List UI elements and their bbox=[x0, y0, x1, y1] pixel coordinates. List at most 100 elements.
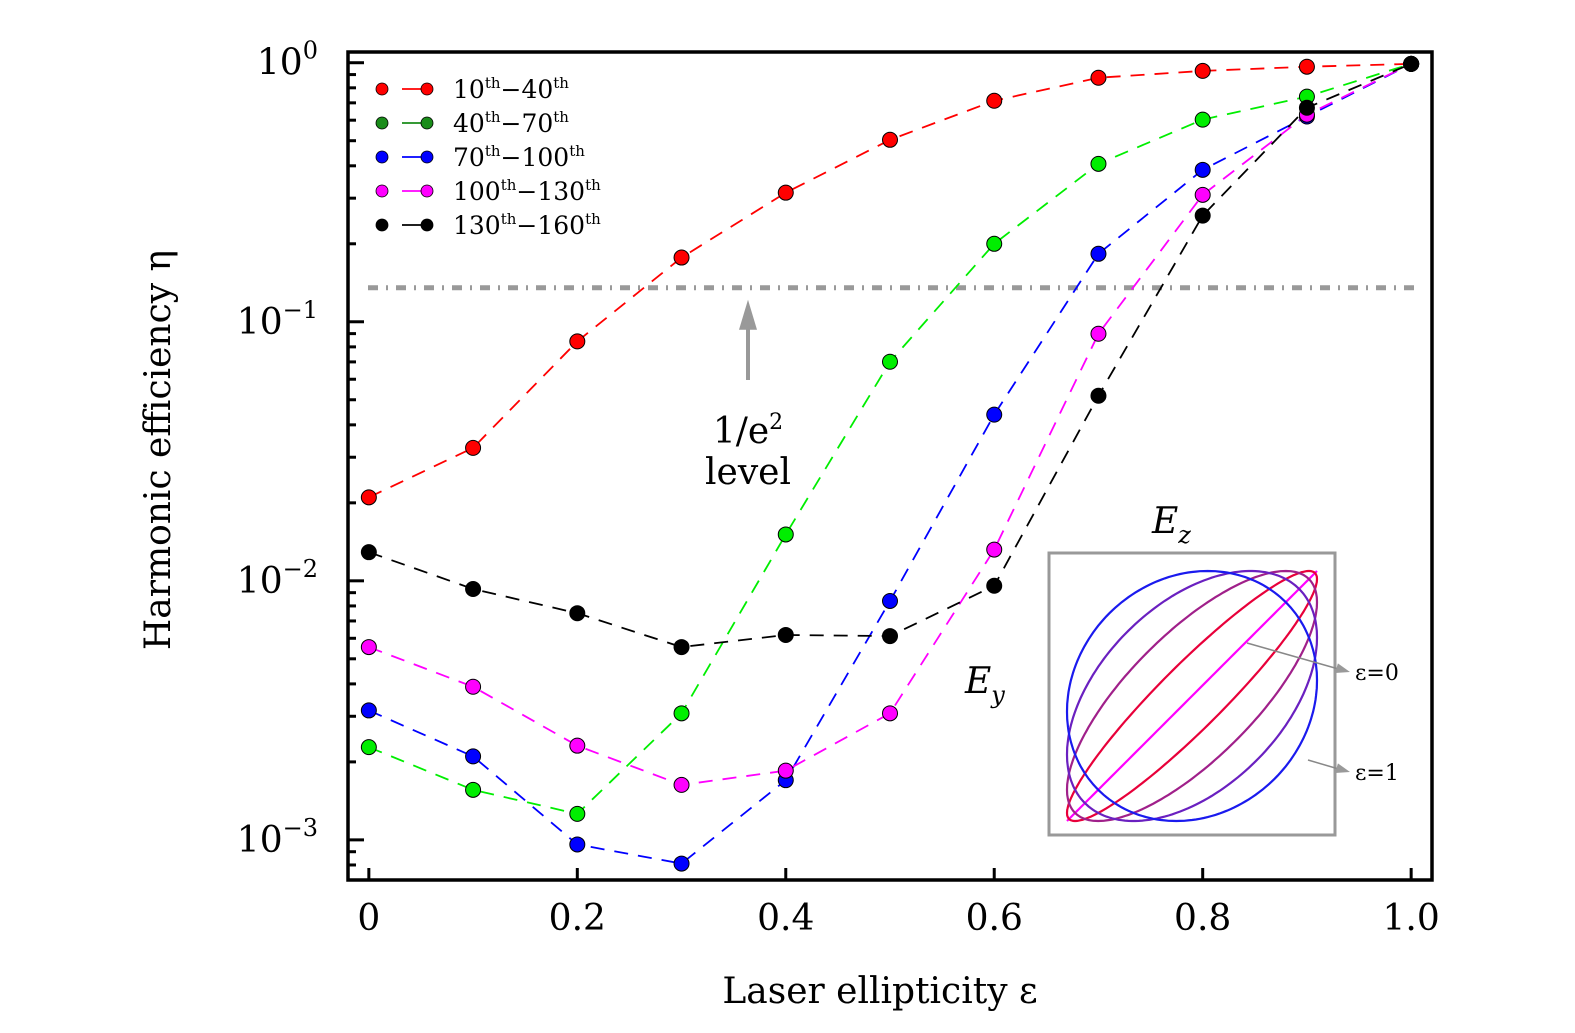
y-tick-label-base: 10 bbox=[237, 302, 283, 343]
inset-annotations: ε=0 ε=1 bbox=[1246, 642, 1399, 786]
legend-marker bbox=[375, 82, 389, 96]
legend-label: 100th−130th bbox=[453, 176, 601, 206]
data-point-series-1 bbox=[569, 805, 586, 822]
data-point-series-4 bbox=[360, 544, 377, 561]
data-point-series-4 bbox=[673, 639, 690, 656]
y-tick-label-exp: 0 bbox=[303, 37, 318, 65]
legend-label-part: 40 bbox=[453, 109, 485, 138]
legend-label-part: 70 bbox=[453, 143, 485, 172]
legend-marker bbox=[420, 116, 434, 130]
legend-label: 40th−70th bbox=[453, 108, 569, 138]
legend-marker bbox=[420, 218, 434, 232]
data-point-series-0 bbox=[673, 249, 690, 266]
data-point-series-3 bbox=[569, 737, 586, 754]
inset-annotation-label: ε=1 bbox=[1355, 761, 1399, 786]
legend-marker bbox=[375, 116, 389, 130]
legend-item: 40th−70th bbox=[375, 108, 569, 138]
legend-label: 10th−40th bbox=[453, 74, 569, 104]
inset-annotation-label: ε=0 bbox=[1355, 661, 1399, 686]
x-tick-label: 0.6 bbox=[966, 898, 1023, 939]
y-tick-label: 10−2 bbox=[237, 555, 318, 602]
x-axis-label: Laser ellipticity ε bbox=[722, 971, 1037, 1012]
reference-label-base: 1/e bbox=[713, 411, 769, 452]
data-point-series-1 bbox=[986, 235, 1003, 252]
legend-label-part: −160 bbox=[516, 211, 585, 240]
data-point-series-2 bbox=[986, 406, 1003, 423]
legend-marker bbox=[375, 218, 389, 232]
y-tick-label-base: 10 bbox=[237, 820, 283, 861]
inset-label-ey: Ey bbox=[964, 661, 1005, 709]
plot-frame bbox=[346, 50, 1434, 882]
data-point-series-2 bbox=[360, 702, 377, 719]
legend-label-part: 10 bbox=[453, 75, 485, 104]
inset-polarization-diagram: Ez Ey ε=0 ε=1 bbox=[964, 501, 1399, 837]
data-point-series-4 bbox=[1403, 55, 1420, 72]
legend-label-sup: th bbox=[485, 74, 501, 92]
data-point-series-4 bbox=[1090, 387, 1107, 404]
data-point-series-4 bbox=[986, 577, 1003, 594]
y-tick-label: 10−3 bbox=[237, 814, 318, 861]
data-point-series-0 bbox=[1194, 62, 1211, 79]
legend-marker bbox=[420, 150, 434, 164]
legend-label-part: −40 bbox=[501, 75, 554, 104]
y-tick-label: 100 bbox=[257, 37, 318, 84]
data-point-series-2 bbox=[465, 748, 482, 765]
inset-arrow-line bbox=[1307, 759, 1343, 771]
series-points bbox=[360, 55, 1420, 872]
data-point-series-0 bbox=[882, 131, 898, 148]
x-tick-label: 0 bbox=[357, 898, 380, 939]
y-tick-label-base: 10 bbox=[257, 43, 303, 84]
data-point-series-4 bbox=[1298, 99, 1315, 116]
data-point-series-3 bbox=[465, 678, 482, 695]
legend-label-part: −130 bbox=[516, 177, 585, 206]
data-point-series-2 bbox=[1194, 161, 1211, 178]
legend-label-part: 130 bbox=[453, 211, 501, 240]
data-point-series-1 bbox=[777, 526, 794, 543]
reference-label-exp: 2 bbox=[769, 410, 783, 435]
data-point-series-4 bbox=[569, 605, 586, 622]
x-axis-ticks: 0 0.2 0.4 0.6 0.8 1.0 bbox=[357, 868, 1440, 939]
legend-label-part: 100 bbox=[453, 177, 501, 206]
y-tick-label-base: 10 bbox=[237, 561, 283, 602]
data-point-series-2 bbox=[569, 836, 586, 853]
data-point-series-0 bbox=[777, 184, 794, 201]
y-tick-label: 10−1 bbox=[237, 296, 318, 343]
inset-arrow-head-icon bbox=[1335, 663, 1350, 674]
x-tick-label: 0.4 bbox=[757, 898, 814, 939]
inset-label-ez-sub: z bbox=[1177, 521, 1191, 549]
reference-label-level: level bbox=[705, 452, 791, 493]
data-point-series-1 bbox=[1090, 155, 1107, 172]
data-point-series-4 bbox=[465, 580, 482, 597]
data-point-series-1 bbox=[1194, 111, 1211, 128]
y-tick-label-exp: −3 bbox=[283, 814, 318, 842]
legend-marker bbox=[375, 150, 389, 164]
inset-curve bbox=[1065, 569, 1319, 823]
data-point-series-0 bbox=[569, 333, 586, 350]
x-tick-label: 0.8 bbox=[1174, 898, 1231, 939]
inset-label-ez: Ez bbox=[1151, 501, 1191, 549]
data-point-series-1 bbox=[882, 353, 898, 370]
data-point-series-0 bbox=[1090, 69, 1107, 86]
legend-marker bbox=[420, 82, 434, 96]
data-point-series-3 bbox=[1090, 325, 1107, 342]
legend-label-sup: th bbox=[485, 108, 501, 126]
arrow-head-icon bbox=[739, 299, 757, 330]
axes-frame bbox=[346, 50, 1434, 882]
legend-item: 130th−160th bbox=[375, 210, 601, 240]
data-point-series-4 bbox=[1194, 207, 1211, 224]
data-point-series-3 bbox=[1194, 186, 1211, 203]
inset-frame bbox=[1047, 551, 1337, 837]
inset-arrow-line bbox=[1246, 642, 1343, 671]
data-point-series-3 bbox=[777, 762, 794, 779]
data-point-series-3 bbox=[986, 541, 1003, 558]
data-point-series-3 bbox=[360, 639, 377, 656]
legend-label: 130th−160th bbox=[453, 210, 601, 240]
legend-item: 70th−100th bbox=[375, 142, 585, 172]
y-tick-label-exp: −1 bbox=[283, 296, 318, 324]
inset-label-ey-sub: y bbox=[990, 681, 1005, 709]
legend-item: 100th−130th bbox=[375, 176, 601, 206]
inset-label-ey-base: E bbox=[964, 661, 991, 702]
legend-label-sup: th bbox=[485, 142, 501, 160]
data-point-series-0 bbox=[360, 489, 377, 506]
legend-label-part: −100 bbox=[501, 143, 570, 172]
